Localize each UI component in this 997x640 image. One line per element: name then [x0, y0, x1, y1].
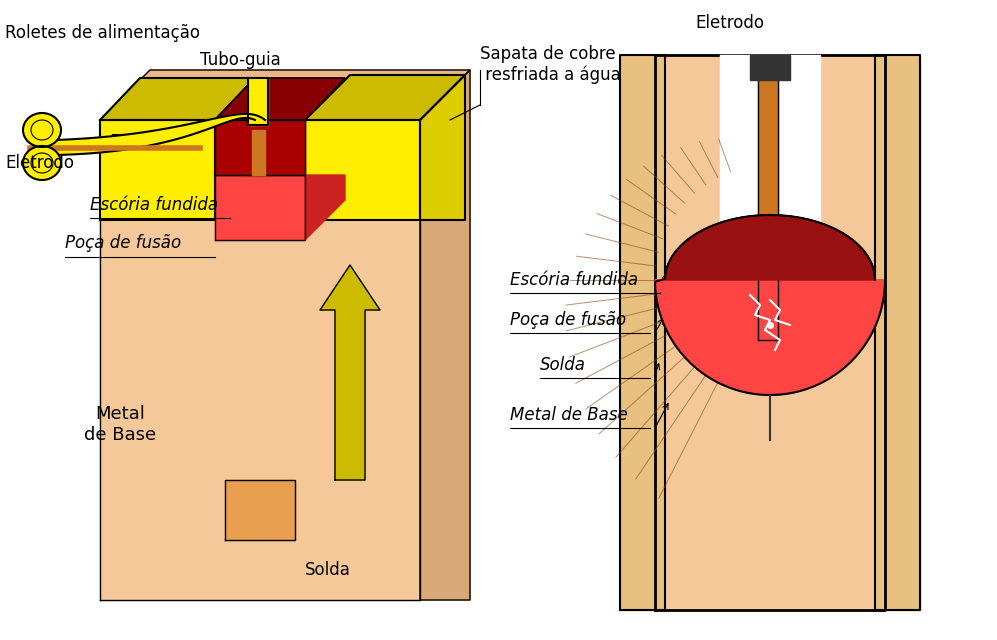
Polygon shape [305, 175, 345, 240]
Text: Sapata de cobre
 resfriada a água: Sapata de cobre resfriada a água [480, 45, 621, 84]
Polygon shape [665, 215, 875, 280]
Polygon shape [248, 78, 268, 125]
Polygon shape [758, 55, 778, 340]
Polygon shape [225, 480, 295, 540]
Polygon shape [720, 55, 820, 230]
Text: Tubo-guia: Tubo-guia [200, 51, 281, 69]
Polygon shape [215, 78, 345, 120]
Text: Eletrodo: Eletrodo [5, 154, 74, 172]
Ellipse shape [23, 146, 61, 180]
Text: Escória fundida: Escória fundida [510, 271, 638, 289]
Polygon shape [100, 78, 255, 120]
Polygon shape [215, 78, 255, 220]
Text: Eletrodo: Eletrodo [696, 14, 765, 32]
Polygon shape [875, 55, 920, 610]
Polygon shape [620, 60, 670, 610]
Polygon shape [55, 114, 265, 155]
Polygon shape [655, 280, 885, 395]
Polygon shape [252, 130, 265, 175]
Polygon shape [100, 120, 215, 220]
Polygon shape [870, 60, 920, 610]
Ellipse shape [23, 113, 61, 147]
Polygon shape [305, 120, 420, 220]
Polygon shape [305, 75, 465, 120]
Polygon shape [655, 215, 885, 395]
Polygon shape [420, 75, 465, 220]
Polygon shape [750, 55, 790, 80]
Text: Escória fundida: Escória fundida [90, 196, 218, 214]
Polygon shape [215, 120, 305, 175]
Polygon shape [320, 265, 380, 480]
Polygon shape [215, 175, 305, 240]
Text: Metal de Base: Metal de Base [510, 406, 628, 424]
Polygon shape [620, 55, 665, 610]
Text: Solda: Solda [305, 561, 351, 579]
Text: Metal
de Base: Metal de Base [84, 405, 157, 444]
Polygon shape [420, 70, 470, 600]
Text: Roletes de alimentação: Roletes de alimentação [5, 24, 200, 42]
Text: Solda: Solda [540, 356, 586, 374]
Polygon shape [655, 55, 885, 610]
Text: Poça de fusão: Poça de fusão [510, 311, 626, 329]
Polygon shape [100, 70, 470, 120]
Text: Poça de fusão: Poça de fusão [65, 234, 181, 252]
Polygon shape [100, 120, 420, 600]
Polygon shape [665, 215, 875, 280]
